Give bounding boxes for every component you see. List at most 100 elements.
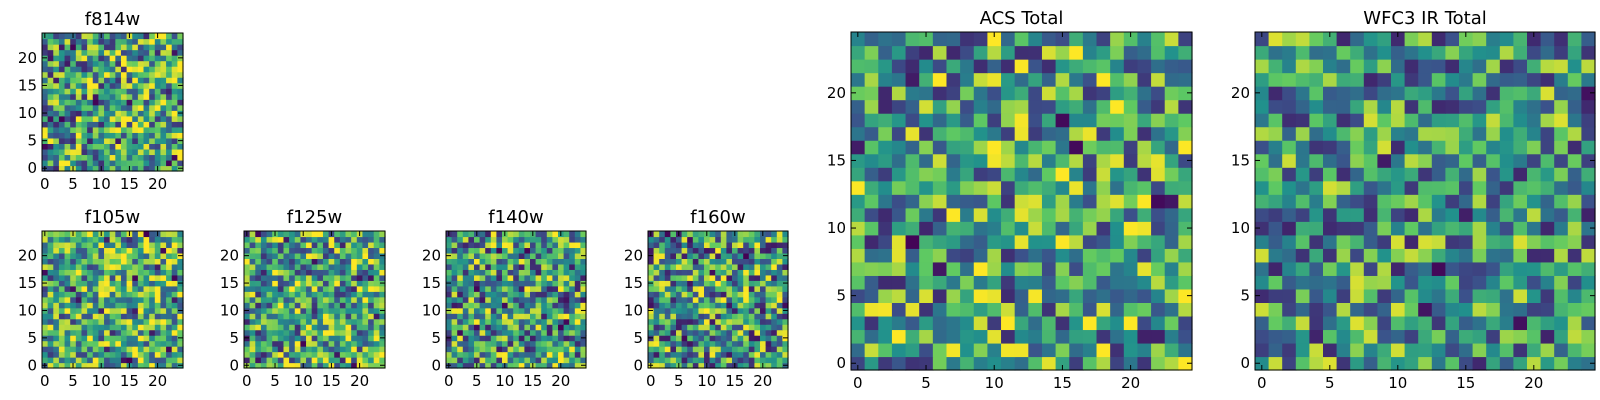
heatmap-cell bbox=[356, 247, 364, 254]
heatmap-cell bbox=[160, 154, 167, 161]
heatmap-cell bbox=[987, 315, 1002, 331]
heatmap-cell bbox=[541, 247, 548, 254]
heatmap-cell bbox=[1567, 140, 1582, 155]
heatmap-cell bbox=[1282, 59, 1297, 74]
heatmap-cell bbox=[272, 340, 279, 347]
heatmap-cell bbox=[1041, 207, 1057, 222]
heatmap-cell bbox=[104, 60, 111, 67]
heatmap-cell bbox=[87, 231, 94, 238]
heatmap-cell bbox=[451, 291, 458, 298]
heatmap-cell bbox=[1123, 207, 1139, 222]
heatmap-cell bbox=[294, 274, 301, 281]
heatmap-cell bbox=[87, 137, 94, 144]
heatmap-cell bbox=[70, 258, 77, 265]
heatmap-cell bbox=[659, 241, 666, 249]
heatmap-cell bbox=[546, 231, 553, 238]
heatmap-cell bbox=[1028, 99, 1043, 114]
heatmap-cell bbox=[137, 313, 145, 320]
heatmap-cell bbox=[732, 335, 739, 342]
heatmap-cell bbox=[1164, 153, 1179, 168]
heatmap-cell bbox=[1041, 275, 1057, 290]
heatmap-cell bbox=[272, 258, 279, 265]
heatmap-cell bbox=[776, 357, 783, 364]
heatmap-cell bbox=[1472, 72, 1487, 87]
heatmap-cell bbox=[704, 313, 711, 320]
heatmap-cell bbox=[53, 302, 60, 309]
heatmap-cell bbox=[266, 269, 273, 276]
heatmap-cell bbox=[1110, 180, 1125, 195]
heatmap-cell bbox=[653, 357, 660, 364]
heatmap-cell bbox=[535, 351, 542, 358]
heatmap-cell bbox=[143, 236, 150, 243]
heatmap-cell bbox=[1445, 315, 1460, 331]
heatmap-cell bbox=[1014, 113, 1029, 128]
heatmap-cell bbox=[311, 329, 318, 336]
heatmap-cell bbox=[373, 318, 380, 325]
heatmap-cell bbox=[277, 231, 285, 238]
heatmap-cell bbox=[457, 362, 464, 369]
heatmap-cell bbox=[851, 234, 866, 249]
heatmap-cell bbox=[905, 288, 920, 303]
heatmap-cell bbox=[104, 351, 111, 358]
heatmap-cell bbox=[1178, 45, 1193, 60]
heatmap-cell bbox=[272, 346, 279, 353]
heatmap-cell bbox=[496, 357, 503, 364]
heatmap-cell bbox=[574, 329, 581, 336]
heatmap-cell bbox=[698, 291, 705, 298]
heatmap-cell bbox=[1055, 342, 1070, 358]
heatmap-cell bbox=[891, 248, 907, 263]
heatmap-cell bbox=[1445, 45, 1460, 60]
heatmap-cell bbox=[687, 296, 694, 303]
heatmap-cell bbox=[58, 285, 66, 292]
heatmap-cell bbox=[1295, 99, 1310, 114]
heatmap-cell bbox=[748, 307, 755, 314]
heatmap-cell bbox=[580, 296, 587, 303]
heatmap-cell bbox=[1164, 261, 1179, 276]
heatmap-cell bbox=[720, 324, 727, 331]
heatmap-cell bbox=[851, 86, 866, 101]
heatmap-cell bbox=[1527, 86, 1542, 101]
heatmap-cell bbox=[1309, 329, 1324, 344]
heatmap-cell bbox=[64, 165, 71, 172]
heatmap-cell bbox=[137, 33, 145, 40]
heatmap-cell bbox=[1363, 356, 1378, 371]
heatmap-cell bbox=[379, 285, 386, 292]
heatmap-cell bbox=[177, 126, 184, 133]
x-tick-label: 10 bbox=[697, 372, 716, 390]
heatmap-cell bbox=[154, 324, 162, 331]
heatmap-cell bbox=[1096, 140, 1111, 155]
heatmap-cell bbox=[653, 313, 660, 320]
heatmap-cell bbox=[1350, 59, 1365, 74]
heatmap-cell bbox=[1567, 248, 1582, 263]
heatmap-cell bbox=[166, 77, 173, 84]
heatmap-cell bbox=[255, 269, 262, 276]
heatmap-cell bbox=[569, 269, 576, 276]
heatmap-cell bbox=[311, 231, 318, 238]
heatmap-cell bbox=[132, 231, 139, 238]
heatmap-cell bbox=[653, 335, 660, 342]
heatmap-cell bbox=[760, 263, 767, 270]
heatmap-cell bbox=[70, 99, 77, 106]
heatmap-cell bbox=[154, 307, 162, 314]
heatmap-cell bbox=[328, 335, 335, 342]
heatmap-cell bbox=[709, 302, 716, 309]
heatmap-cell bbox=[339, 307, 347, 314]
heatmap-cell bbox=[1110, 113, 1125, 128]
heatmap-cell bbox=[1164, 329, 1179, 344]
heatmap-cell bbox=[1363, 302, 1378, 317]
heatmap-cell bbox=[92, 77, 99, 84]
heatmap-cell bbox=[1499, 315, 1514, 331]
heatmap-cell bbox=[115, 165, 122, 172]
heatmap-cell bbox=[760, 236, 767, 243]
heatmap-cell bbox=[322, 307, 330, 314]
heatmap-cell bbox=[681, 285, 688, 292]
heatmap-cell bbox=[973, 126, 988, 141]
heatmap-cell bbox=[563, 335, 570, 342]
heatmap-cell bbox=[283, 346, 290, 353]
heatmap-cell bbox=[126, 247, 133, 254]
heatmap-cell bbox=[339, 340, 347, 347]
heatmap-cell bbox=[479, 252, 486, 259]
x-tick-label: 20 bbox=[148, 372, 167, 390]
heatmap-cell bbox=[255, 340, 262, 347]
heatmap-cell bbox=[1014, 45, 1029, 60]
